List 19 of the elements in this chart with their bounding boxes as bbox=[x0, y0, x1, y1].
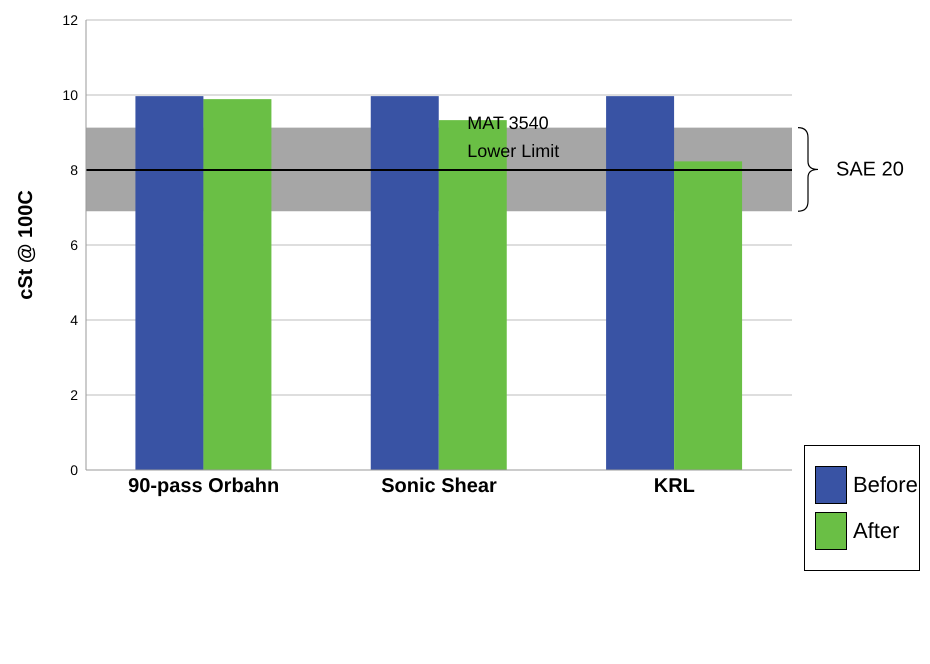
bar bbox=[203, 99, 272, 470]
legend-label: Before bbox=[853, 472, 918, 498]
y-axis-title: cSt @ 100C bbox=[15, 190, 38, 300]
x-tick-label: KRL bbox=[654, 475, 695, 498]
y-tick-label: 10 bbox=[62, 86, 78, 103]
y-tick-label: 4 bbox=[70, 312, 78, 328]
y-tick-label: 8 bbox=[70, 162, 78, 178]
y-tick-label: 0 bbox=[70, 462, 78, 478]
x-tick-label: Sonic Shear bbox=[381, 475, 498, 498]
y-tick-label: 2 bbox=[70, 386, 78, 403]
x-tick-label: 90-pass Orbahn bbox=[128, 475, 280, 498]
y-tick-label: 6 bbox=[70, 236, 78, 253]
band-label: SAE 20 bbox=[836, 158, 904, 180]
bar bbox=[135, 96, 204, 470]
legend-label: After bbox=[853, 518, 900, 544]
bar bbox=[674, 161, 742, 470]
y-tick-label: 12 bbox=[62, 12, 78, 28]
bar bbox=[370, 96, 439, 470]
bar bbox=[606, 96, 674, 470]
